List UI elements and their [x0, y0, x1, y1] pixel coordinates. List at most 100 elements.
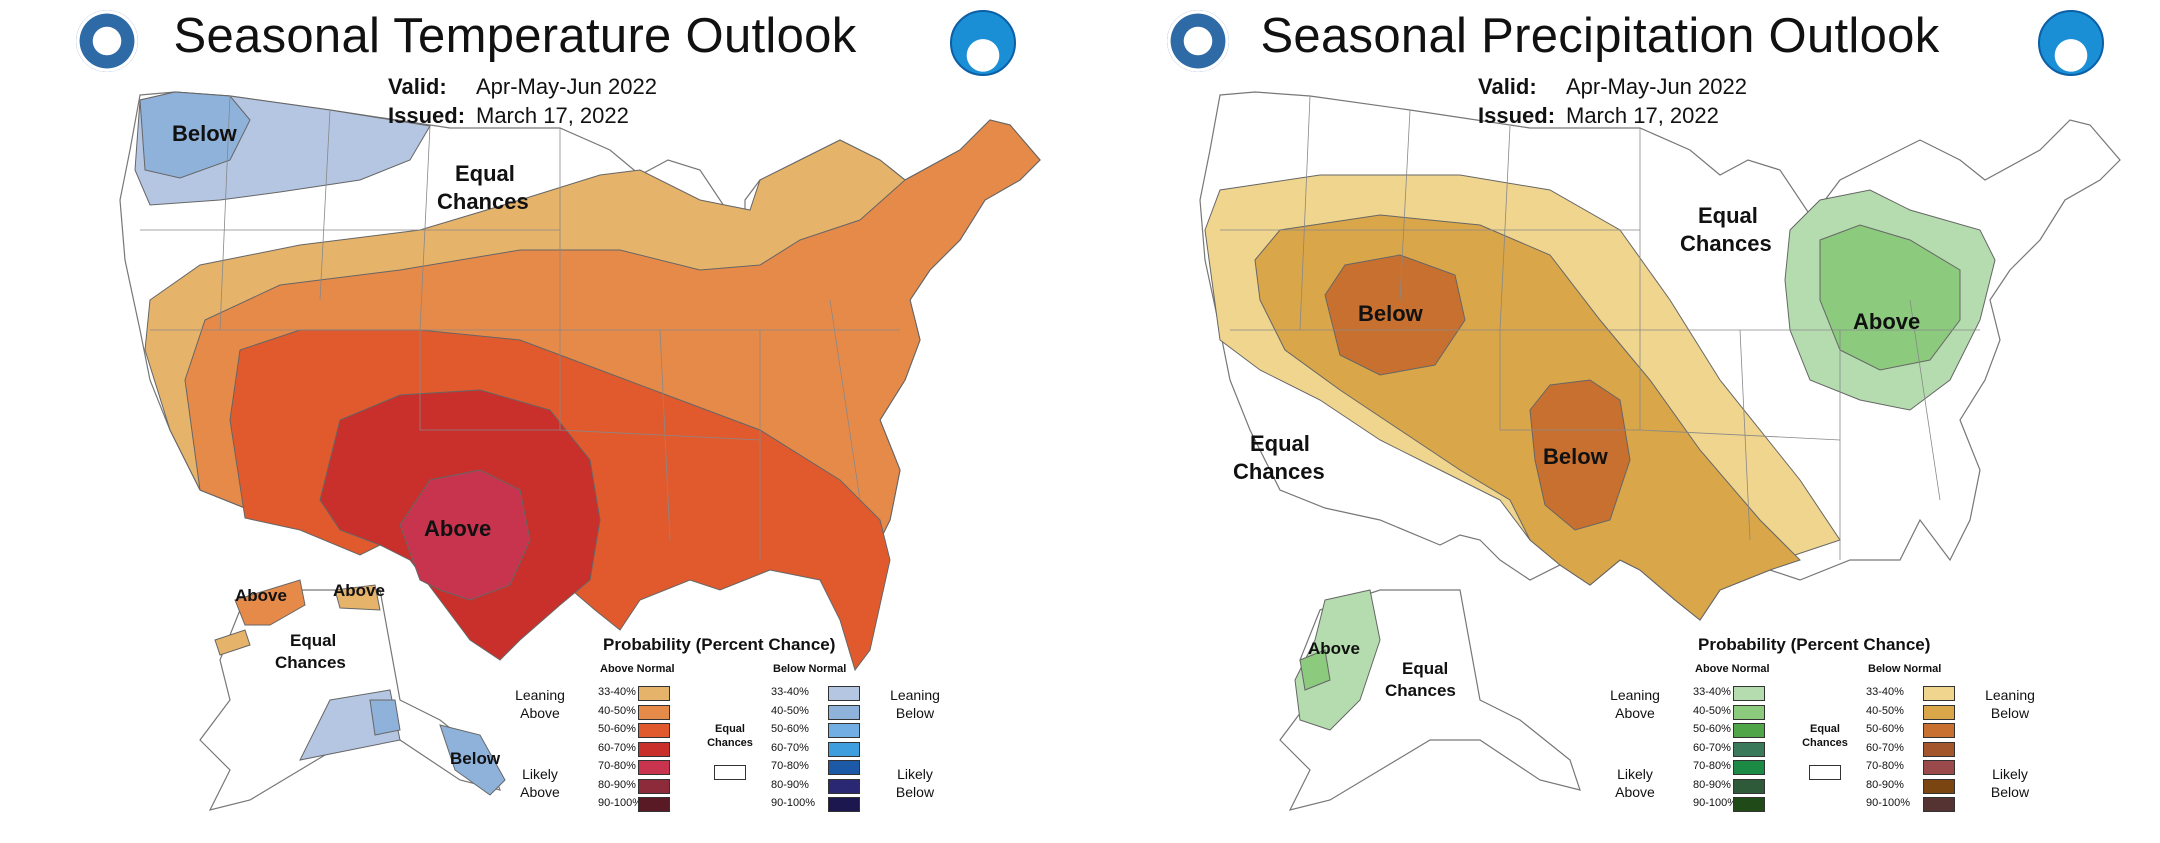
precip-above-40-50 [1819, 224, 1961, 371]
legend-below-range: 60-70% [771, 741, 809, 754]
map-label-ak-equal: Equal [1402, 659, 1449, 678]
legend-below-range: 70-80% [1866, 760, 1904, 772]
legend-equal-text: Equal [1810, 723, 1840, 735]
legend-equal-text: Equal [715, 723, 745, 735]
legend-group-leaning-below: Leaning Below [1975, 686, 2045, 722]
noaa-logo-icon [950, 10, 1016, 76]
legend-equal-chances: Equal Chances [700, 722, 760, 750]
legend-below-swatch [1923, 760, 1955, 775]
legend-below-swatch [1923, 741, 1955, 757]
legend-above-swatch [638, 741, 670, 757]
legend-above-range: 60-70% [598, 741, 636, 754]
alaska-above-west [234, 579, 306, 626]
precip-below-50-60-west [1324, 254, 1466, 376]
legend-below-range: 50-60% [771, 723, 809, 735]
temp-above-70-80 [399, 469, 531, 601]
legend-above-range: 70-80% [1693, 760, 1731, 772]
legend-above-swatch [638, 778, 670, 794]
legend-group-text: Likely [1992, 766, 2028, 782]
alaska-above-40-50 [1299, 649, 1331, 691]
legend-group-likely-below: Likely Below [880, 765, 950, 801]
alaska-above-sw [214, 629, 251, 656]
legend-above-swatch [638, 797, 670, 812]
legend-below-swatch [828, 704, 860, 720]
map-label-ak-equal: Equal [290, 631, 337, 650]
legend-above-range: 90-100% [598, 797, 643, 809]
legend-above-swatch [1733, 741, 1765, 757]
legend-below-swatch [1923, 704, 1955, 720]
alaska-below-southeast [439, 724, 506, 796]
map-label-ak-above-east: Above [333, 581, 385, 600]
precipitation-outlook-panel: Seasonal Precipitation Outlook Valid: Apr… [1080, 0, 2160, 843]
map-label-above: Above [424, 516, 492, 541]
outlook-meta: Valid: Apr-May-Jun 2022 Issued: March 17, … [1478, 72, 1747, 130]
legend-equal-text: Chances [1802, 737, 1848, 749]
legend-group-text: Likely [897, 766, 933, 782]
legend-group-text: Leaning [890, 687, 940, 703]
issued-label: Issued: [388, 103, 466, 128]
page-title: Seasonal Precipitation Outlook [1260, 9, 1940, 63]
map-label-ak-chances: Chances [275, 653, 346, 672]
legend-group-text: Leaning [1610, 687, 1660, 703]
legend-group-likely-above: Likely Above [1600, 765, 1670, 801]
map-label-above: Above [1853, 309, 1921, 334]
precipitation-map [1199, 91, 2121, 811]
legend-below-swatch [1923, 723, 1955, 738]
legend-above-swatch [1733, 723, 1765, 738]
precip-below-50-60-central [1529, 379, 1631, 531]
legend-equal-box [714, 765, 746, 780]
legend-below-swatch [1923, 797, 1955, 812]
legend-below-swatch [1923, 778, 1955, 794]
map-label-ak-above-west: Above [235, 586, 287, 605]
legend-group-text: Below [1990, 705, 2030, 721]
legend-below-range: 33-40% [771, 686, 809, 698]
legend-above-range: 70-80% [598, 760, 636, 772]
legend-equal-text: Chances [707, 737, 753, 749]
legend-below-range: 33-40% [1866, 686, 1904, 698]
legend-group-text: Likely [522, 766, 558, 782]
legend-group-likely-above: Likely Above [505, 765, 575, 801]
legend-group-text: Leaning [1985, 687, 2035, 703]
legend-group-text: Above [520, 784, 560, 800]
noaa-logo-icon [2038, 10, 2104, 76]
legend-below-head: Below Normal [1868, 663, 1942, 675]
legend-below-range: 80-90% [1866, 778, 1904, 791]
legend-below-swatch [1923, 686, 1955, 701]
legend-above-swatch [1733, 686, 1765, 701]
legend-above-head: Above Normal [1695, 663, 1770, 675]
legend-above-range: 33-40% [1693, 686, 1731, 698]
legend-group-leaning-above: Leaning Above [505, 686, 575, 722]
legend-above-range: 40-50% [1693, 704, 1731, 717]
legend-group-likely-below: Likely Below [1975, 765, 2045, 801]
temperature-map [119, 91, 1041, 811]
legend-above-range: 33-40% [598, 686, 636, 698]
map-label-ak-below: Below [450, 749, 501, 768]
legend-below-range: 80-90% [771, 778, 809, 791]
valid-label: Valid: [1478, 74, 1537, 99]
legend-group-text: Above [1615, 784, 1655, 800]
state-lines [1220, 95, 1980, 560]
legend-below-range: 70-80% [771, 760, 809, 772]
map-label-chances: Chances [1680, 231, 1772, 256]
legend-above-range: 80-90% [1693, 778, 1731, 791]
temp-below-40-50 [139, 91, 251, 179]
issued-label: Issued: [1478, 103, 1556, 128]
legend-above-range: 80-90% [598, 778, 636, 791]
legend-group-leaning-below: Leaning Below [880, 686, 950, 722]
commerce-seal-icon [76, 10, 138, 72]
legend-equal-box [1809, 765, 1841, 780]
legend-above-swatch [1733, 797, 1765, 812]
map-label-ak-chances: Chances [1385, 681, 1456, 700]
map-label-below: Below [172, 121, 237, 146]
state-lines [140, 95, 900, 560]
map-label-below-west: Below [1358, 301, 1423, 326]
legend-below-swatch [828, 760, 860, 775]
issued-value: March 17, 2022 [1566, 103, 1719, 128]
legend-above-range: 40-50% [598, 704, 636, 717]
legend-below-swatch [828, 778, 860, 794]
valid-value: Apr-May-Jun 2022 [476, 74, 657, 99]
legend-below-range: 50-60% [1866, 723, 1904, 735]
valid-value: Apr-May-Jun 2022 [1566, 74, 1747, 99]
legend-above-swatch [638, 723, 670, 738]
legend-above-swatch [1733, 778, 1765, 794]
